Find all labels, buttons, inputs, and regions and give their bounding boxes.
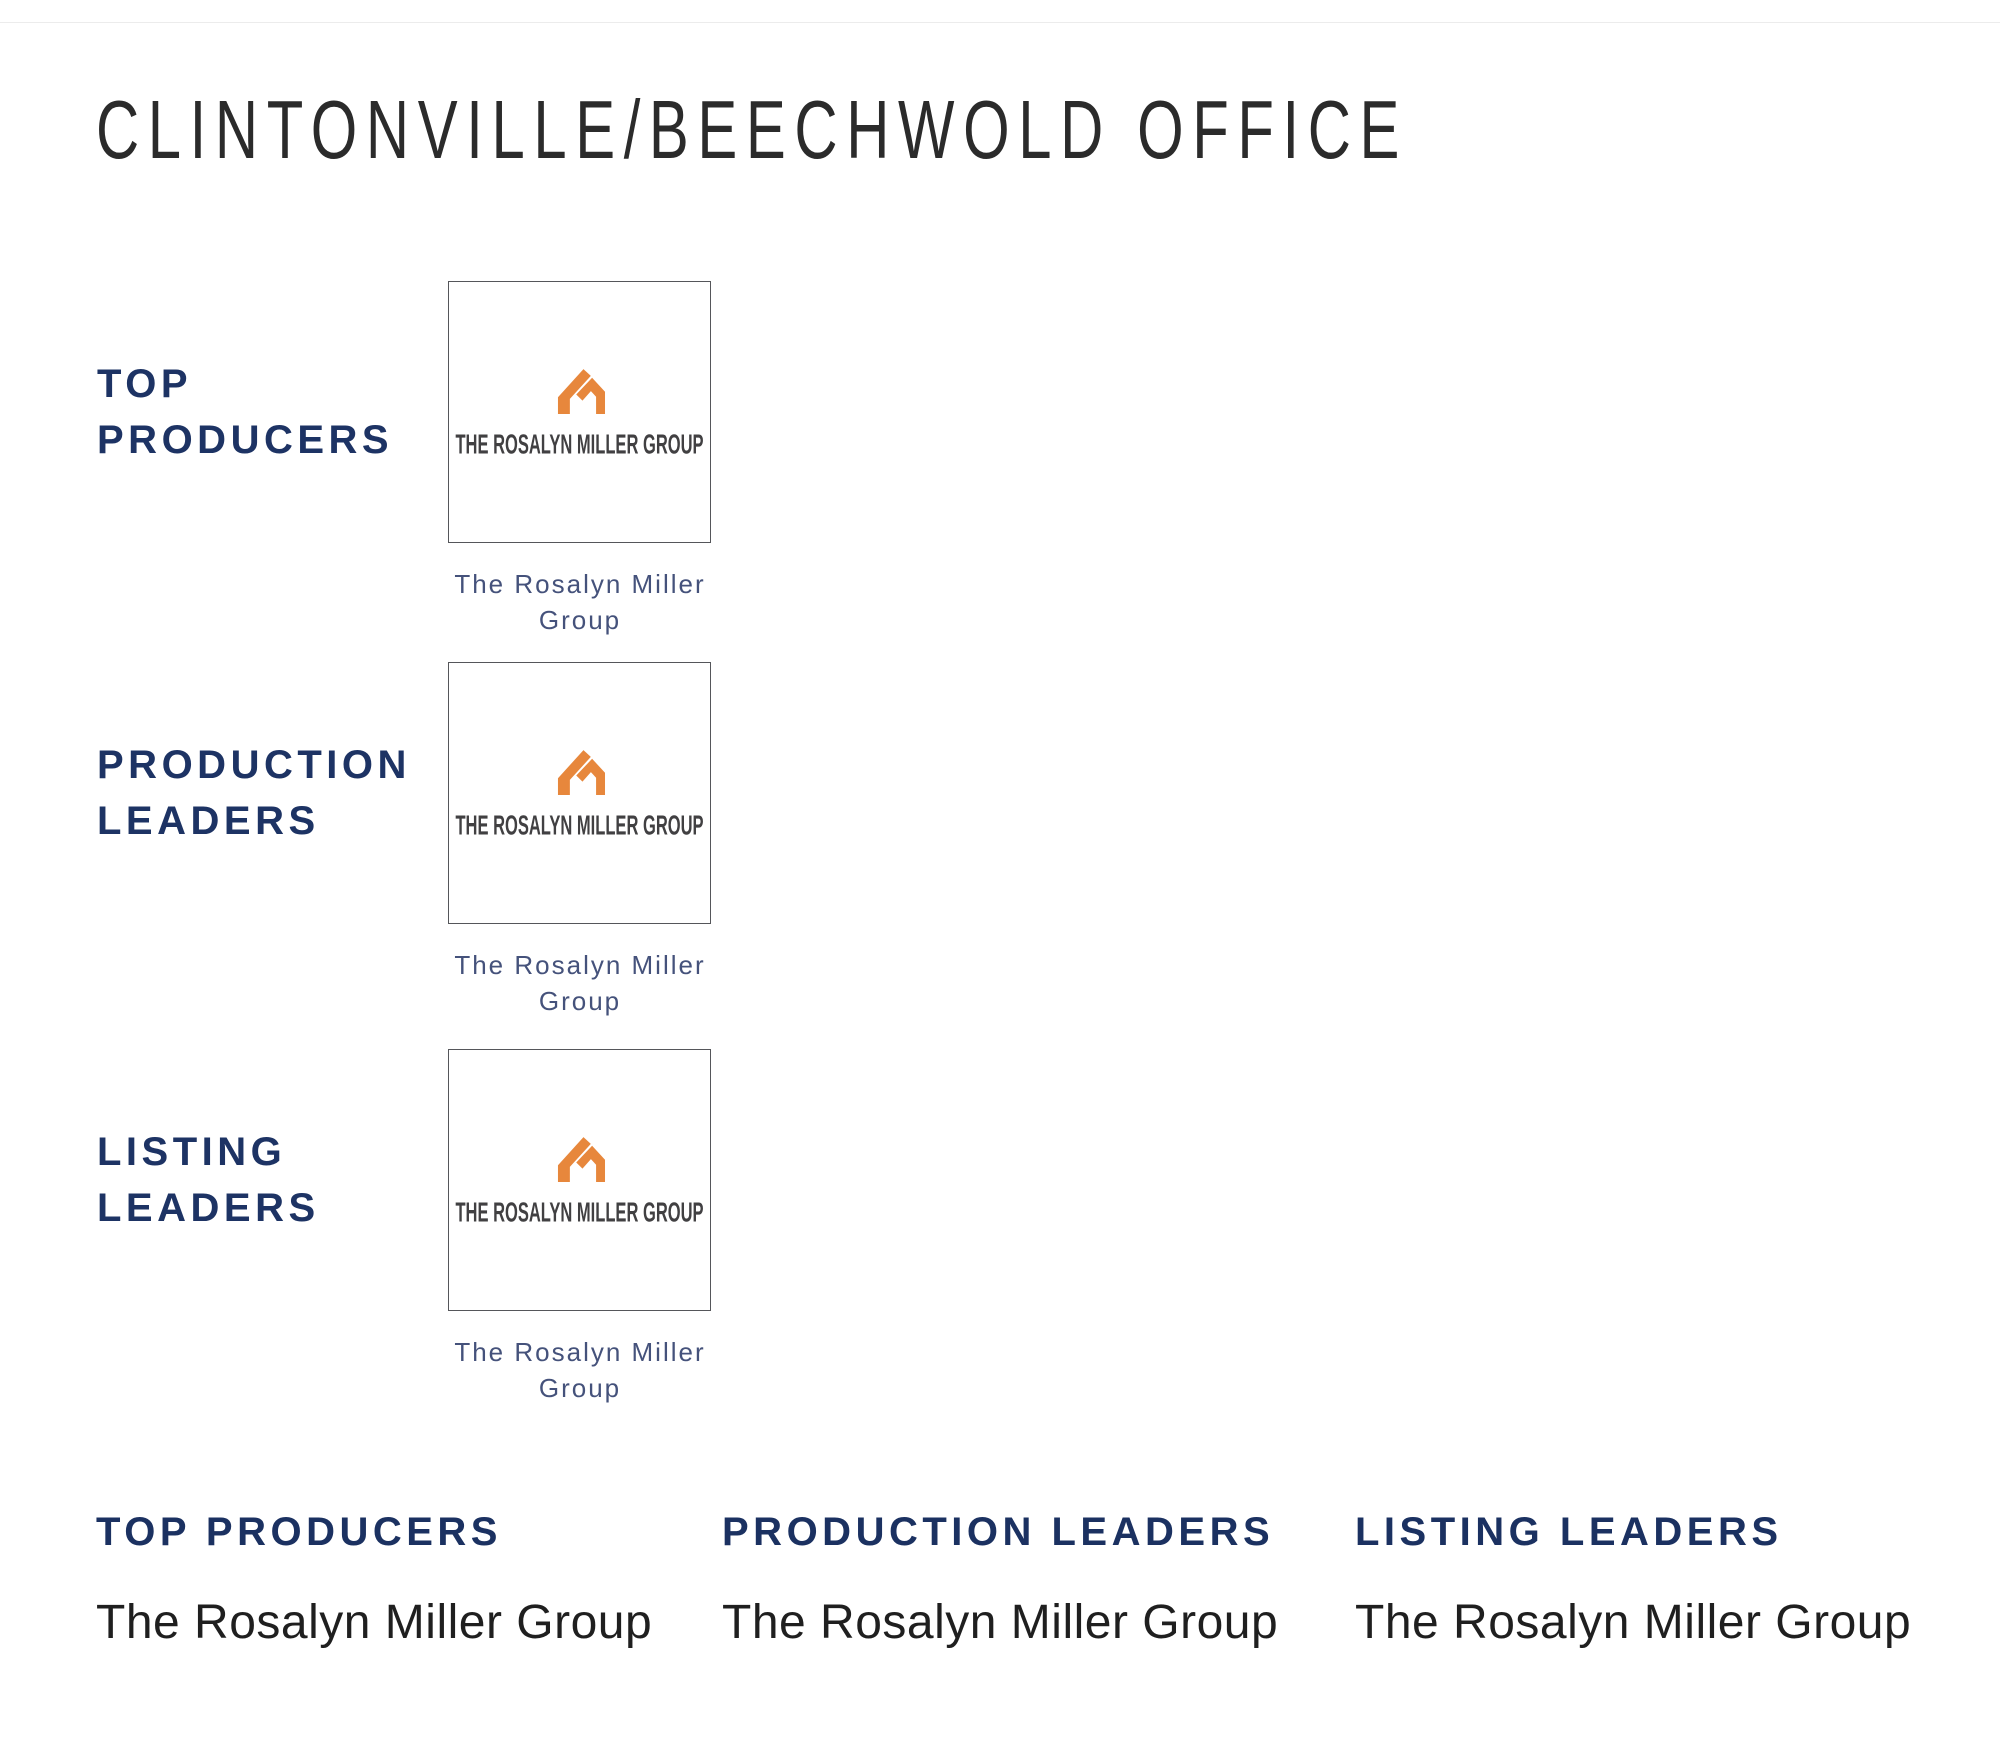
section-label-line-1: TOP xyxy=(97,362,193,406)
section-label-line-1: LISTING xyxy=(97,1130,287,1174)
winner-caption-listing-leaders[interactable]: The Rosalyn Miller Group xyxy=(454,1337,706,1403)
winner-logo-box-listing-leaders[interactable]: THE ROSALYN MILLER GROUP xyxy=(448,1049,711,1311)
section-label-top-producers: TOP PRODUCERS xyxy=(97,356,393,468)
house-roof-right-stroke xyxy=(576,1145,606,1182)
house-roof-icon xyxy=(557,369,606,414)
summary-heading-production-leaders: PRODUCTION LEADERS xyxy=(722,1510,1275,1554)
winner-caption-production-leaders[interactable]: The Rosalyn Miller Group xyxy=(454,950,706,1016)
winner-logo-box-production-leaders[interactable]: THE ROSALYN MILLER GROUP xyxy=(448,662,711,924)
house-roof-right-stroke xyxy=(576,377,606,414)
summary-heading-top-producers: TOP PRODUCERS xyxy=(96,1510,502,1554)
winner-caption-top-producers[interactable]: The Rosalyn Miller Group xyxy=(454,569,706,635)
winner-logo-box-top-producers[interactable]: THE ROSALYN MILLER GROUP xyxy=(448,281,711,543)
house-roof-left-stroke xyxy=(557,750,591,795)
summary-name-production-leaders: The Rosalyn Miller Group xyxy=(722,1596,1279,1649)
section-label-production-leaders: PRODUCTION LEADERS xyxy=(97,737,411,849)
rosalyn-miller-group-logo: THE ROSALYN MILLER GROUP xyxy=(455,369,704,460)
rosalyn-miller-group-logo: THE ROSALYN MILLER GROUP xyxy=(455,1137,704,1228)
section-label-line-1: PRODUCTION xyxy=(97,743,411,787)
section-label-line-2: LEADERS xyxy=(97,799,320,843)
logo-wordmark: THE ROSALYN MILLER GROUP xyxy=(455,429,703,460)
section-label-line-2: PRODUCERS xyxy=(97,418,394,462)
summary-name-top-producers: The Rosalyn Miller Group xyxy=(96,1596,653,1649)
house-roof-left-stroke xyxy=(557,1137,591,1182)
section-label-listing-leaders: LISTING LEADERS xyxy=(97,1124,320,1236)
rosalyn-miller-group-logo: THE ROSALYN MILLER GROUP xyxy=(455,750,704,841)
house-roof-icon xyxy=(557,1137,606,1182)
section-label-line-2: LEADERS xyxy=(97,1186,320,1230)
house-roof-icon xyxy=(557,750,606,795)
house-roof-left-stroke xyxy=(557,369,591,414)
logo-wordmark: THE ROSALYN MILLER GROUP xyxy=(455,810,703,841)
house-roof-right-stroke xyxy=(576,758,606,795)
top-divider xyxy=(0,22,2000,23)
summary-name-listing-leaders: The Rosalyn Miller Group xyxy=(1355,1596,1912,1649)
summary-heading-listing-leaders: LISTING LEADERS xyxy=(1355,1510,1783,1554)
page-title: CLINTONVILLE/BEECHWOLD OFFICE xyxy=(96,83,1409,176)
logo-wordmark: THE ROSALYN MILLER GROUP xyxy=(455,1197,703,1228)
